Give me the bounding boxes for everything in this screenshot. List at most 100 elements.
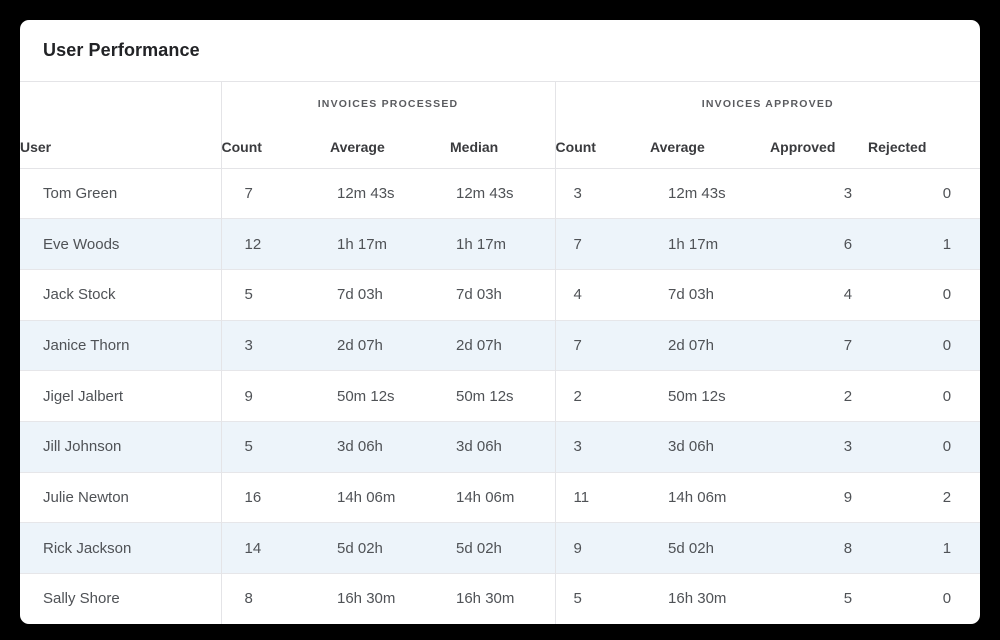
column-header-processed-median: Median	[450, 126, 556, 169]
page-title: User Performance	[43, 40, 200, 60]
value-cell: 9	[220, 370, 330, 422]
table-row: Jigel Jalbert 9 50m 12s 50m 12s 2 50m 12s 2 0	[20, 370, 980, 422]
value-cell: 5	[220, 420, 330, 473]
group-header-invoices-processed: INVOICES PROCESSED	[220, 82, 556, 126]
value-cell: 0	[868, 319, 980, 371]
value-cell: 12m 43s	[456, 184, 514, 202]
value-cell: 14h 06m	[330, 471, 450, 523]
group-header-spacer	[20, 82, 221, 126]
value-cell: 1	[868, 522, 980, 574]
value-cell: 0	[868, 370, 980, 422]
value-cell: 3d 06h	[650, 420, 771, 473]
value-cell: 0	[868, 268, 980, 321]
value-cell: 3d 06h	[330, 420, 450, 473]
value-cell: 5d 02h	[330, 522, 450, 574]
value-cell: 2d 07h	[450, 319, 556, 371]
value-cell: 3	[770, 420, 869, 473]
value-cell: 2	[868, 471, 980, 523]
value-cell: 2d 07h	[330, 319, 450, 371]
value-cell: 5d 02h	[650, 522, 771, 574]
value-cell: 1h 17m	[650, 218, 771, 270]
column-header-processed-average: Average	[330, 126, 450, 169]
value-cell: 5	[554, 572, 651, 624]
user-name-cell: Eve Woods	[20, 218, 221, 270]
value-cell: 7	[554, 319, 651, 371]
value-cell: 8	[220, 572, 330, 624]
table-row: Tom Green 7 12m 43s 12m 43s 3 12m 43s 3 0	[20, 168, 980, 219]
value-cell: 2d 07h	[650, 319, 771, 371]
user-name-cell: Jill Johnson	[20, 420, 221, 473]
value-cell: 4	[770, 268, 869, 321]
value-cell: 7	[220, 168, 330, 219]
value-cell: 0	[868, 572, 980, 624]
column-header-approved: Approved	[770, 126, 869, 169]
value-cell: 50m 12s	[650, 370, 771, 422]
user-name-cell: Rick Jackson	[20, 522, 221, 574]
value-cell: 7d 03h	[330, 268, 450, 321]
table-header: INVOICES PROCESSED INVOICES APPROVED Use…	[20, 82, 980, 169]
value-cell: 7	[554, 218, 651, 270]
table-row: Rick Jackson 14 5d 02h 5d 02h 9 5d 02h 8 1	[20, 522, 980, 574]
value-cell: 16	[220, 471, 330, 523]
table-row: Janice Thorn 3 2d 07h 2d 07h 7 2d 07h 7 0	[20, 319, 980, 371]
value-cell: 12	[220, 218, 330, 270]
user-name-cell: Jigel Jalbert	[20, 370, 221, 422]
value-cell: 7d 03h	[450, 268, 556, 321]
value-cell: 1	[868, 218, 980, 270]
column-header-row: User Count Average Median Count Average …	[20, 126, 980, 169]
value-cell: 7	[770, 319, 869, 371]
group-header-row: INVOICES PROCESSED INVOICES APPROVED	[20, 82, 980, 126]
value-cell: 1h 17m	[330, 218, 450, 270]
value-cell: 3	[554, 168, 651, 219]
column-header-approved-count: Count	[554, 126, 651, 169]
column-header-user: User	[20, 126, 221, 169]
value-cell: 3	[554, 420, 651, 473]
user-name-cell: Tom Green	[43, 184, 118, 202]
column-header-approved-average: Average	[650, 126, 771, 169]
value-cell: 2	[554, 370, 651, 422]
user-name-cell: Sally Shore	[20, 572, 221, 624]
user-name-cell: Janice Thorn	[20, 319, 221, 371]
value-cell: 3	[220, 319, 330, 371]
card-title-bar: User Performance	[20, 20, 980, 82]
value-cell: 3	[843, 184, 853, 202]
value-cell: 50m 12s	[330, 370, 450, 422]
value-cell: 6	[770, 218, 869, 270]
value-cell: 16h 30m	[650, 572, 771, 624]
value-cell: 0	[942, 184, 952, 202]
column-header-rejected: Rejected	[868, 126, 980, 169]
user-performance-card: User Performance INVOICES PROCESSED INVO…	[20, 20, 980, 624]
table-row: Jack Stock 5 7d 03h 7d 03h 4 7d 03h 4 0	[20, 268, 980, 321]
table-row: Julie Newton 16 14h 06m 14h 06m 11 14h 06m 9 2	[20, 471, 980, 523]
user-name-cell: Julie Newton	[20, 471, 221, 523]
table-row: Jill Johnson 5 3d 06h 3d 06h 3 3d 06h 3 0	[20, 420, 980, 473]
value-cell: 16h 30m	[450, 572, 556, 624]
group-header-invoices-approved: INVOICES APPROVED	[554, 82, 980, 126]
value-cell: 4	[554, 268, 651, 321]
value-cell: 5d 02h	[450, 522, 556, 574]
table-body: Tom Green 7 12m 43s 12m 43s 3 12m 43s 3 0 Eve Wo…	[20, 168, 980, 624]
value-cell: 12m 43s	[668, 184, 726, 202]
value-cell: 14h 06m	[450, 471, 556, 523]
table-row: Eve Woods 12 1h 17m 1h 17m 7 1h 17m 6 1	[20, 218, 980, 270]
user-name-cell: Jack Stock	[20, 268, 221, 321]
value-cell: 14h 06m	[650, 471, 771, 523]
value-cell: 9	[770, 471, 869, 523]
user-performance-table: INVOICES PROCESSED INVOICES APPROVED Use…	[20, 82, 980, 624]
value-cell: 8	[770, 522, 869, 574]
value-cell: 14	[220, 522, 330, 574]
value-cell: 1h 17m	[450, 218, 556, 270]
column-header-processed-count: Count	[220, 126, 330, 169]
value-cell: 16h 30m	[330, 572, 450, 624]
value-cell: 11	[554, 471, 651, 523]
value-cell: 2	[770, 370, 869, 422]
value-cell: 5	[770, 572, 869, 624]
value-cell: 3d 06h	[450, 420, 556, 473]
value-cell: 5	[220, 268, 330, 321]
table-row: Sally Shore 8 16h 30m 16h 30m 5 16h 30m 5 0	[20, 572, 980, 624]
value-cell: 9	[554, 522, 651, 574]
value-cell: 50m 12s	[450, 370, 556, 422]
value-cell: 12m 43s	[337, 184, 395, 202]
value-cell: 7d 03h	[650, 268, 771, 321]
value-cell: 0	[868, 420, 980, 473]
